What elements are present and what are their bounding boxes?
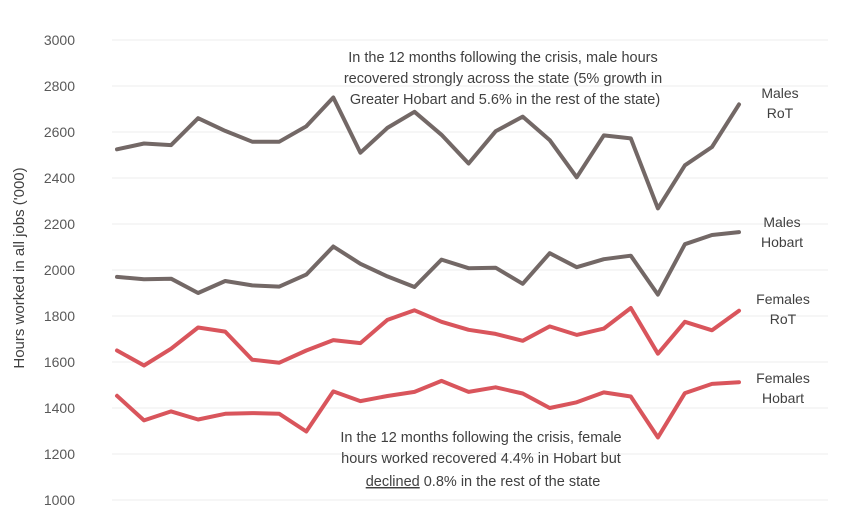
annotation-females-line-2: hours worked recovered 4.4% in Hobart bu… <box>341 451 621 467</box>
y-tick-label: 1800 <box>44 308 75 324</box>
series-labels: Males RoT Males Hobart Females RoT Females Hoba… <box>756 85 810 406</box>
annotation-females: In the 12 months following the crisis, f… <box>340 430 625 490</box>
annotation-males-line-3: Greater Hobart and 5.6% in the rest of t… <box>350 92 660 108</box>
series-label-males-rot: Males RoT <box>761 85 798 121</box>
series-label-line: RoT <box>770 311 797 327</box>
series-label-males-hobart: Males Hobart <box>761 214 803 250</box>
series-label-line: Females <box>756 291 810 307</box>
series-label-females-hobart: Females Hobart <box>756 370 810 406</box>
series-label-line: Males <box>761 85 798 101</box>
series-line-females-rot <box>115 306 741 368</box>
series-lines <box>115 95 741 440</box>
y-axis-ticks: 1000 1200 1400 1600 1800 2000 2200 2400 2600 2800… <box>44 32 75 508</box>
series-label-line: Hobart <box>761 234 803 250</box>
y-axis-label: Hours worked in all jobs ('000) <box>11 167 28 368</box>
annotation-males: In the 12 months following the crisis, m… <box>344 50 666 108</box>
series-line-females-hobart <box>115 378 741 440</box>
series-line-males-rot <box>115 95 741 211</box>
series-label-line: RoT <box>767 105 794 121</box>
annotation-females-underlined-word: declined <box>366 474 420 490</box>
y-tick-label: 2200 <box>44 216 75 232</box>
y-tick-label: 3000 <box>44 32 75 48</box>
series-line-males-hobart <box>115 230 741 297</box>
annotation-females-line-3: declined 0.8% in the rest of the state <box>366 474 601 490</box>
y-tick-label: 1200 <box>44 446 75 462</box>
y-tick-label: 2400 <box>44 170 75 186</box>
series-label-line: Hobart <box>762 390 804 406</box>
annotation-females-line-1: In the 12 months following the crisis, f… <box>340 430 621 446</box>
y-tick-label: 2800 <box>44 78 75 94</box>
y-tick-label: 2600 <box>44 124 75 140</box>
annotation-females-line-3-rest: 0.8% in the rest of the state <box>420 474 601 490</box>
annotation-males-line-1: In the 12 months following the crisis, m… <box>348 50 657 66</box>
y-tick-label: 1600 <box>44 354 75 370</box>
y-tick-label: 1400 <box>44 400 75 416</box>
y-tick-label: 2000 <box>44 262 75 278</box>
series-label-line: Males <box>763 214 800 230</box>
y-tick-label: 1000 <box>44 492 75 508</box>
series-label-females-rot: Females RoT <box>756 291 810 327</box>
annotation-males-line-2: recovered strongly across the state (5% … <box>344 71 662 87</box>
series-label-line: Females <box>756 370 810 386</box>
